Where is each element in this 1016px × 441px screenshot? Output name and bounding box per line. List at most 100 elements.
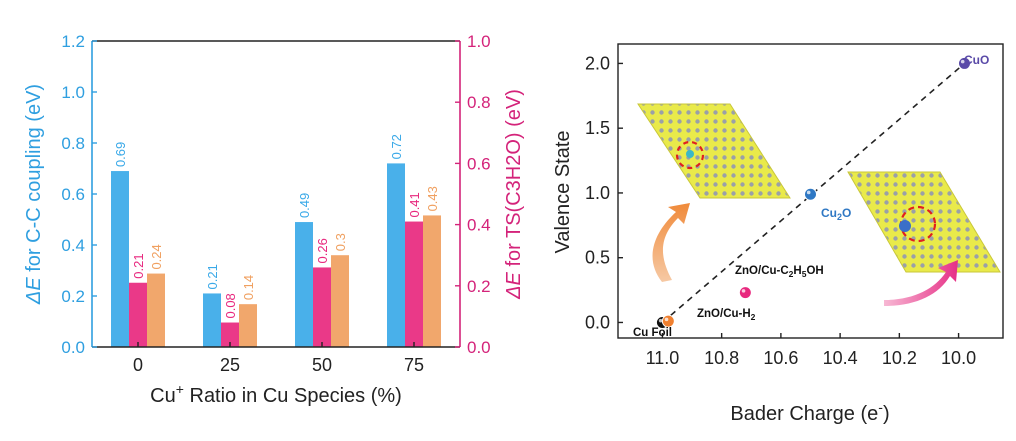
label-cu2o-end: O [842, 206, 851, 220]
right-y-tick-label: 0.0 [467, 338, 491, 357]
right-y-tick-label: 0.6 [467, 154, 491, 173]
scatter-y-axis-title: Valence State [552, 130, 574, 253]
scatter-x-title-sup: - [878, 399, 883, 415]
curved-arrow-orange [652, 203, 690, 282]
scatter-x-axis-title: Bader Charge (e-) [730, 399, 889, 425]
right-y-delta: ΔE [503, 271, 525, 299]
x-title-cu: Cu [150, 385, 176, 407]
scatter-x-title-main: Bader Charge (e [730, 403, 878, 425]
highlight-circle-left [675, 140, 705, 170]
left-y-axis-title: ΔE for C-C coupling (eV) [23, 84, 45, 305]
bar-series-group [111, 163, 441, 347]
scatter-x-tick-label: 11.0 [646, 348, 680, 368]
label-zno-etoh-sub1: 2 [789, 269, 794, 279]
scatter-point-highlight [658, 318, 663, 323]
x-axis-title: Cu+ Ratio in Cu Species (%) [150, 381, 402, 407]
scatter-y-tick-label: 0.5 [585, 248, 610, 268]
bar [405, 221, 423, 347]
left-y-tick-label: 0.8 [61, 134, 85, 153]
site-marker-left [686, 150, 694, 158]
scatter-axis-ticks: 11.0 10.8 10.6 10.4 10.2 10.0 0.0 0.5 1.0 1.5 2.0 [585, 53, 976, 368]
scatter-y-tick-label: 1.5 [585, 118, 610, 138]
scatter-point-highlight [664, 317, 669, 322]
axis-ticks: 0.0 0.2 0.4 0.6 0.8 1.0 1.2 0.0 0.2 0.4 0.6 0.8 1.0 0… [61, 32, 490, 375]
bar-value-label: 0.08 [223, 293, 238, 318]
left-y-tick-label: 0.6 [61, 185, 85, 204]
x-tick-label: 50 [312, 355, 332, 375]
bar-value-label: 0.21 [205, 264, 220, 289]
bar-value-label: 0.69 [113, 142, 128, 167]
label-zno-h2-main: ZnO/Cu-H [697, 308, 751, 320]
scatter-x-tick-label: 10.0 [941, 348, 976, 368]
left-y-tick-label: 1.0 [61, 83, 85, 102]
bar-value-label: 0.26 [315, 238, 330, 263]
scatter-point-highlight [960, 59, 965, 64]
scatter-point-highlight [806, 190, 811, 195]
x-tick-label: 75 [404, 355, 424, 375]
scatter-point-highlight [741, 289, 746, 293]
scatter-chart: 11.0 10.8 10.6 10.4 10.2 10.00.00.51.01.52.0 … [552, 43, 1004, 425]
left-y-delta: ΔE [23, 277, 45, 305]
x-tick-label: 25 [220, 355, 240, 375]
bar-value-label: 0.21 [131, 253, 146, 278]
right-y-tick-label: 0.2 [467, 277, 491, 296]
right-y-tick-label: 0.8 [467, 93, 491, 112]
label-cu-foil: Cu Foil [633, 327, 672, 339]
bar [111, 171, 129, 347]
label-cu2o: Cu2O [821, 206, 851, 222]
bar-value-label: 0.24 [149, 244, 164, 269]
label-zno-etoh-sub2: 5 [802, 269, 807, 279]
scatter-point [804, 187, 817, 201]
right-y-tick-label: 0.4 [467, 216, 491, 235]
label-cu2o-sub: 2 [837, 212, 842, 222]
bar [221, 322, 239, 347]
plot-frame [617, 43, 1004, 339]
bar-chart: 0.690.21 0.240.210.080.140.490.26 0.30.720… [23, 32, 525, 407]
x-tick-label: 0 [133, 355, 143, 375]
bar [387, 163, 405, 347]
scatter-x-title-close: ) [883, 403, 890, 425]
bar [203, 293, 221, 347]
structure-inset-left [637, 103, 791, 199]
bar [239, 304, 257, 347]
left-y-tick-label: 0.0 [61, 338, 85, 357]
scatter-points [655, 56, 971, 329]
bar-value-label: 0.43 [425, 186, 440, 211]
x-title-sup: + [176, 381, 184, 397]
bar [313, 267, 331, 347]
scatter-point [661, 314, 675, 328]
bar [423, 215, 441, 347]
right-y-axis-title: ΔE for TS(C3H2O) (eV) [503, 89, 525, 300]
bar-value-label: 0.49 [297, 193, 312, 218]
scatter-point [738, 286, 752, 300]
right-y-tick-label: 1.0 [467, 32, 491, 51]
label-zno-etoh-c: OH [806, 265, 823, 277]
label-zno-etoh-b: H [793, 265, 801, 277]
bar [331, 255, 349, 347]
right-y-rest: for TS(C3H2O) (eV) [503, 89, 525, 272]
scatter-y-tick-label: 1.0 [585, 183, 610, 203]
site-marker-right [899, 220, 911, 232]
label-cuo: CuO [964, 53, 989, 67]
label-zno-h2: ZnO/Cu-H2 [697, 308, 756, 322]
curved-arrow-pink [884, 260, 958, 306]
bar-value-label: 0.41 [407, 192, 422, 217]
label-zno-etoh: ZnO/Cu-C2H5OH [735, 265, 824, 279]
scatter-x-tick-label: 10.8 [704, 348, 739, 368]
x-title-rest: Ratio in Cu Species (%) [184, 385, 402, 407]
bar-value-label: 0.14 [241, 275, 256, 300]
bar-value-labels: 0.690.21 0.240.210.080.140.490.26 0.30.720… [113, 134, 440, 318]
bar [147, 273, 165, 347]
scatter-y-tick-label: 2.0 [585, 53, 610, 73]
bar [129, 282, 147, 347]
label-zno-etoh-a: ZnO/Cu-C [735, 265, 789, 277]
scatter-x-tick-label: 10.6 [763, 348, 798, 368]
structure-inset-right [847, 171, 1001, 273]
left-y-tick-label: 0.4 [61, 236, 85, 255]
bar-value-label: 0.72 [389, 134, 404, 159]
left-y-tick-label: 1.2 [61, 32, 85, 51]
bar-value-label: 0.3 [333, 233, 348, 251]
scatter-x-tick-label: 10.4 [823, 348, 858, 368]
scatter-y-tick-label: 0.0 [585, 312, 610, 332]
label-cu2o-main: Cu [821, 206, 837, 220]
